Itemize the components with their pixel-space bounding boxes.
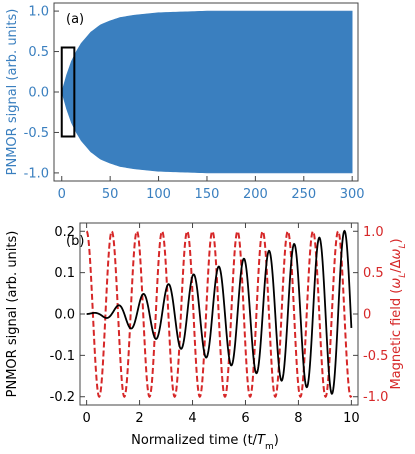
right-y-tick-label: -0.5 (363, 349, 388, 364)
y-tick-label: 1.0 (28, 5, 49, 20)
x-tick-label: 300 (340, 187, 365, 202)
panel-a-signal-area (61, 10, 353, 174)
x-tick-label: 0 (58, 187, 66, 202)
signal-envelope-fill (61, 10, 353, 174)
panel-a-y-ticks: -1.0 -0.5 0.0 0.5 1.0 (24, 5, 59, 181)
x-tick-label: 100 (146, 187, 171, 202)
y-tick-label: -0.5 (24, 126, 49, 141)
right-y-tick-label: 1.0 (363, 225, 384, 240)
y-tick-label: 0.0 (28, 86, 49, 101)
y-tick-label: -1.0 (24, 166, 49, 181)
x-tick-label: 4 (188, 411, 196, 426)
x-tick-label: 150 (195, 187, 220, 202)
x-tick-label: 200 (243, 187, 268, 202)
panel-b: 0 2 4 6 8 10 -0.2 -0.1 0.0 0.1 0.2 -1.0 -0.5 0 0.5 1.… (5, 222, 408, 452)
panel-b-y-ticks: -0.2 -0.1 0.0 0.1 0.2 (50, 225, 85, 405)
x-tick-label: 8 (294, 411, 302, 426)
panel-a-ylabel: PNMOR signal (arb. units) (5, 9, 20, 176)
y-tick-label: -0.1 (50, 349, 75, 364)
x-tick-label: 10 (343, 411, 360, 426)
panel-a: 0 50 100 150 200 250 300 -1.0 -0.5 0.0 0.5 1.0 (a)… (5, 2, 365, 202)
panel-b-xlabel: Normalized time (t/Tm) (131, 433, 279, 452)
y-tick-label: 0.1 (54, 266, 75, 281)
x-tick-label: 250 (291, 187, 316, 202)
panel-b-magnetic-field-line (85, 229, 353, 399)
y-tick-label: -0.2 (50, 390, 75, 405)
panel-b-pnmor-line (86, 229, 353, 395)
pnmor-signal-series (86, 229, 353, 395)
right-y-tick-label: 0 (363, 308, 371, 323)
panel-a-label: (a) (66, 12, 84, 27)
panel-b-ylabel-right: Magnetic field (ωL/ΔωL) (389, 238, 408, 389)
right-y-tick-label: 0.5 (363, 266, 384, 281)
magnetic-field-series (85, 229, 353, 399)
panel-a-x-ticks: 0 50 100 150 200 250 300 (58, 176, 365, 202)
x-tick-label: 2 (135, 411, 143, 426)
x-tick-label: 50 (102, 187, 119, 202)
y-tick-label: 0.0 (54, 308, 75, 323)
panel-b-ylabel: PNMOR signal (arb. units) (5, 231, 20, 398)
panel-b-label: (b) (66, 234, 84, 249)
x-tick-label: 0 (82, 411, 90, 426)
x-tick-label: 6 (241, 411, 249, 426)
panel-a-annotation-box (60, 46, 76, 138)
right-y-tick-label: -1.0 (363, 390, 388, 405)
y-tick-label: 0.2 (54, 225, 75, 240)
panel-b-x-ticks: 0 2 4 6 8 10 (82, 223, 360, 426)
panel-b-right-y-ticks: -1.0 -0.5 0 0.5 1.0 (353, 225, 388, 405)
y-tick-label: 0.5 (28, 45, 49, 60)
